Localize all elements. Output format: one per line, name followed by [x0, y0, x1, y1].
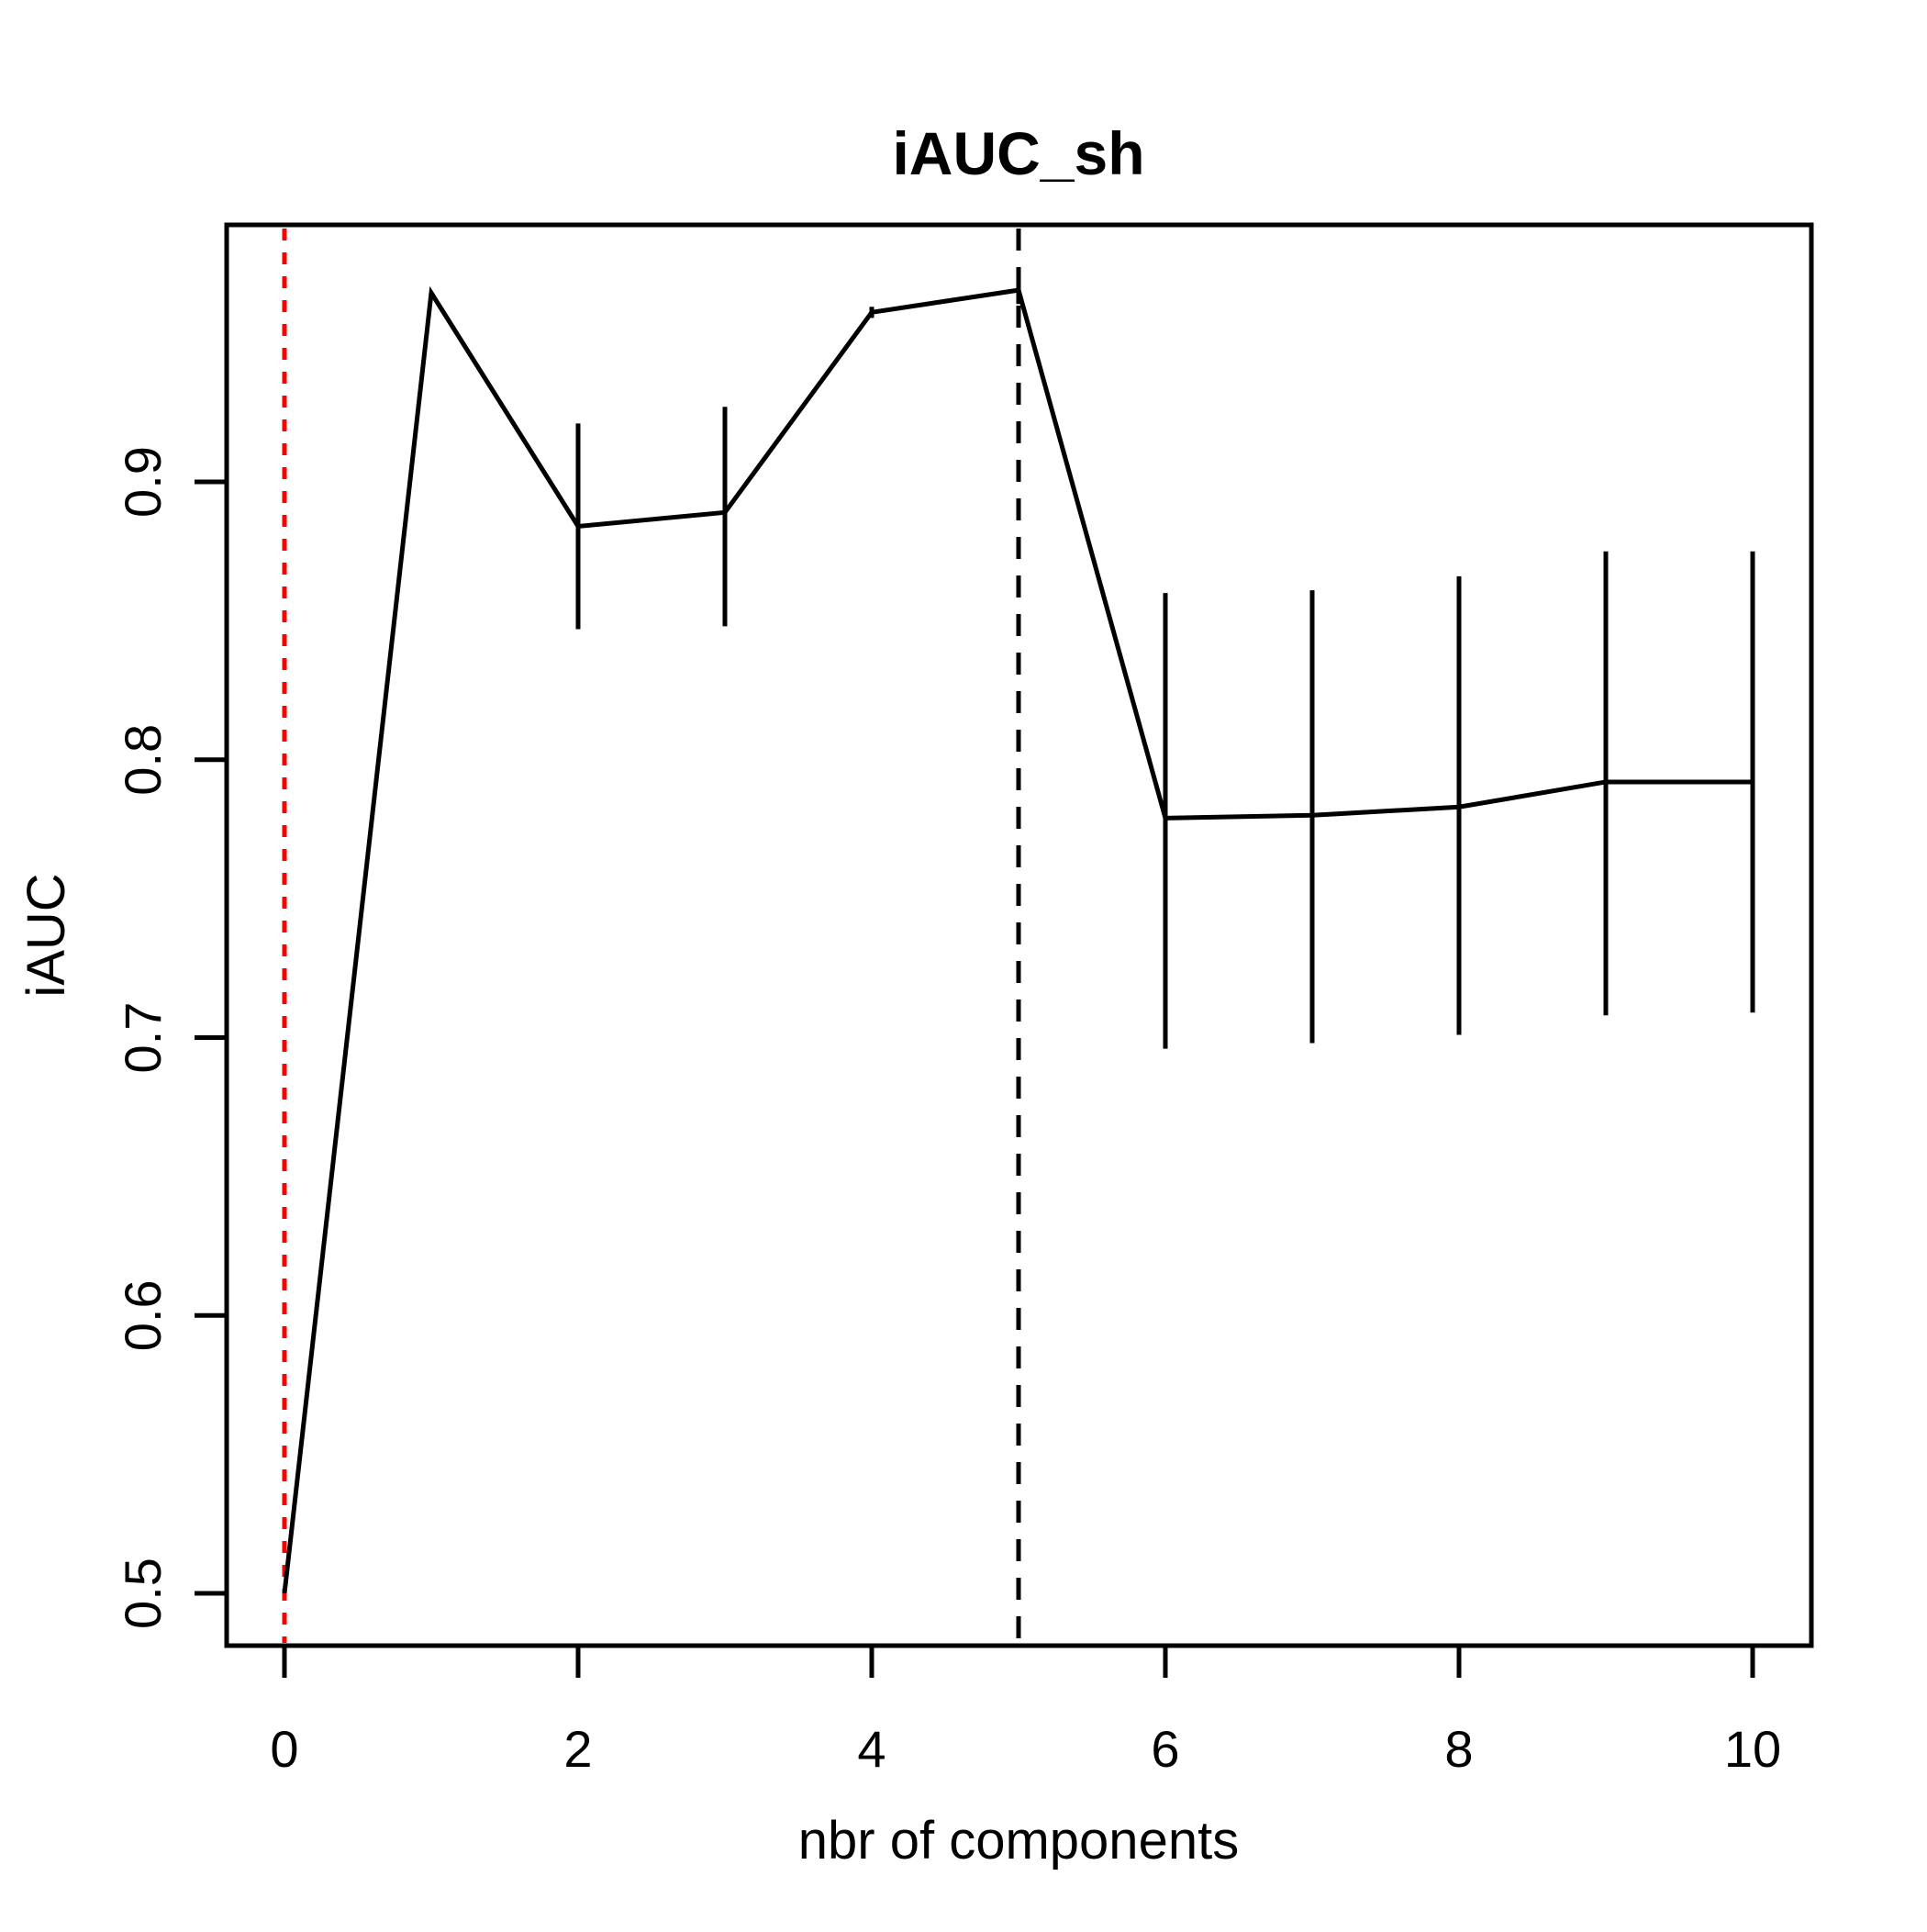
reference-lines	[282, 229, 1021, 1643]
plot-box	[224, 222, 1814, 1648]
y-tick-label-0.6: 0.6	[114, 1279, 172, 1351]
x-axis-label: nbr of components	[798, 1811, 1239, 1871]
y-tick-label-0.5: 0.5	[114, 1558, 172, 1629]
chart-title: iAUC_sh	[892, 119, 1144, 187]
x-tick-label-6: 6	[1151, 1720, 1179, 1778]
data-line	[282, 285, 1753, 1594]
x-tick-label-4: 4	[857, 1720, 886, 1778]
y-tick-label-0.9: 0.9	[114, 446, 172, 518]
y-tick-label-0.8: 0.8	[114, 724, 172, 796]
y-axis: 0.5 0.6 0.7 0.8 0.9	[114, 446, 227, 1629]
y-axis-label: iAUC	[17, 873, 76, 997]
data-series	[282, 285, 1755, 1594]
x-tick-label-0: 0	[270, 1720, 298, 1778]
x-axis: 0 2 4 6 8 10	[270, 1646, 1781, 1778]
x-tick-label-10: 10	[1724, 1720, 1781, 1778]
x-tick-label-8: 8	[1444, 1720, 1473, 1778]
x-tick-label-2: 2	[563, 1720, 592, 1778]
y-tick-label-0.7: 0.7	[114, 1002, 172, 1074]
